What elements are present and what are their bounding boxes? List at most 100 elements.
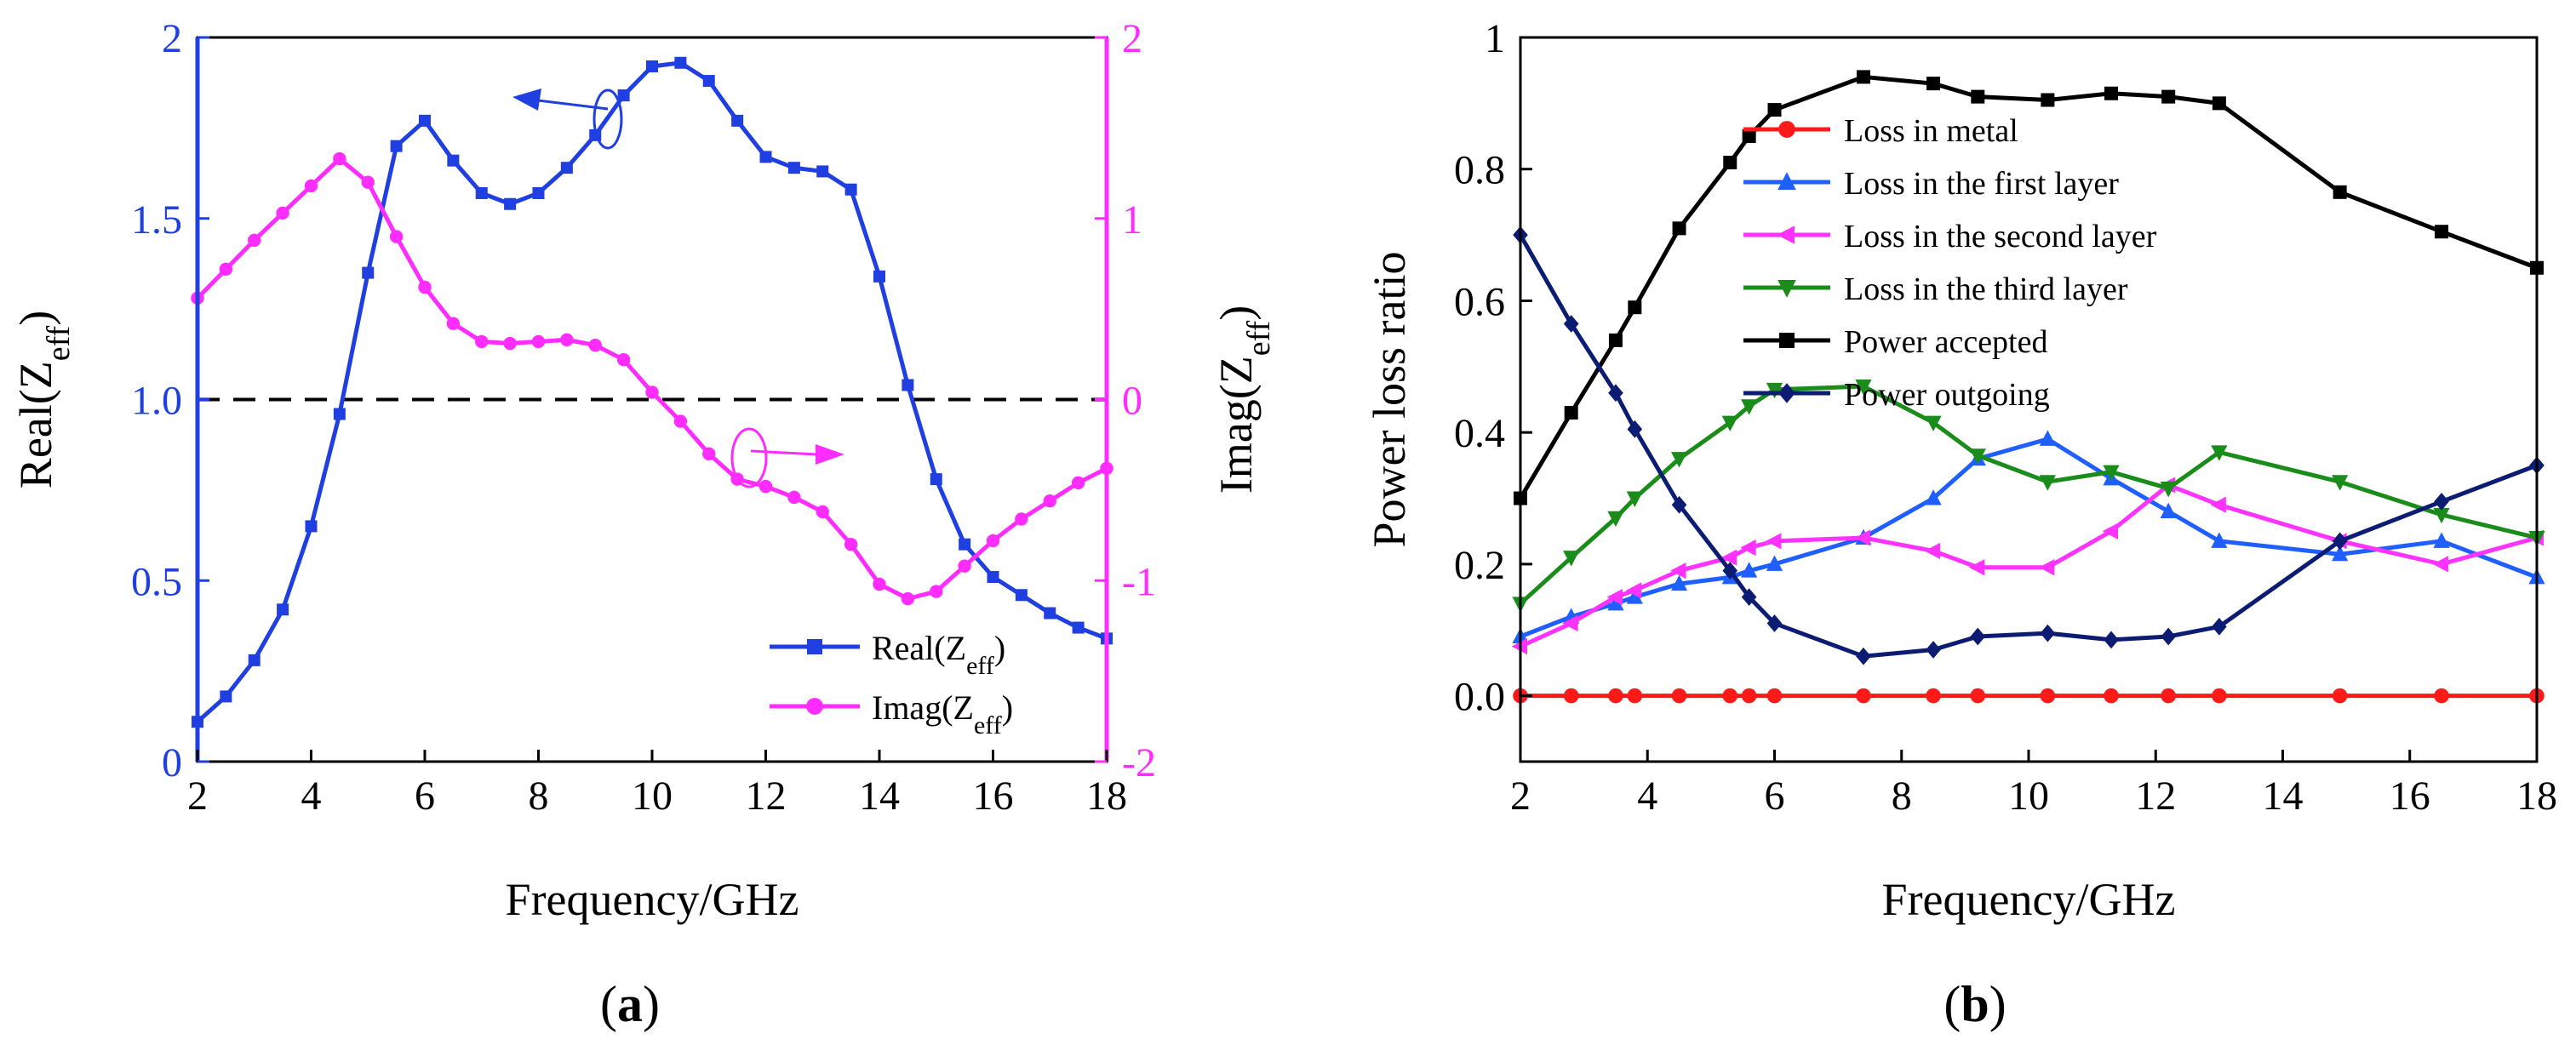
data-point <box>219 262 233 277</box>
legend-label: Imag(Zeff) <box>872 688 1013 739</box>
data-point <box>1970 688 1986 704</box>
data-point <box>1856 70 1870 84</box>
legend-label: Loss in the third layer <box>1844 271 2128 307</box>
data-point <box>276 206 289 220</box>
data-point <box>1926 77 1941 91</box>
data-point <box>1741 399 1758 415</box>
data-point <box>333 151 346 166</box>
data-point <box>1672 221 1686 236</box>
y-tick-label-left: 1.5 <box>131 197 182 243</box>
data-point <box>1671 495 1687 514</box>
data-point <box>702 75 715 88</box>
data-point <box>1970 627 1986 646</box>
y-tick-label: 0.2 <box>1454 543 1505 588</box>
y-axis-label-b: Power loss ratio <box>1364 252 1415 548</box>
data-point <box>1626 491 1643 507</box>
data-point <box>959 538 971 551</box>
x-tick-label: 2 <box>1510 774 1531 819</box>
y-tick-label-right: -1 <box>1122 559 1156 604</box>
legend-label: Loss in the first layer <box>1844 166 2119 202</box>
data-point <box>1722 688 1738 704</box>
data-point <box>902 379 914 391</box>
data-point <box>362 266 375 279</box>
y-axis-label-left-a: Real(Zeff) <box>10 311 77 488</box>
data-point <box>248 654 260 666</box>
data-point <box>1606 588 1623 606</box>
data-point <box>787 490 801 505</box>
legend-swatch-marker <box>1779 333 1795 348</box>
y-tick-label-left: 1.0 <box>131 379 182 424</box>
data-point <box>1563 315 1579 333</box>
data-point <box>220 690 232 703</box>
data-point <box>2104 631 2119 649</box>
data-point <box>1766 614 1783 632</box>
data-point <box>504 197 517 210</box>
data-point <box>844 538 858 551</box>
data-point <box>1766 533 1782 550</box>
data-point <box>1563 688 1579 704</box>
data-point <box>1043 494 1056 508</box>
data-point <box>816 505 829 519</box>
legend-label: Real(Zeff) <box>872 629 1005 680</box>
data-point <box>2212 688 2227 704</box>
chart-panel-b: 2 4 6 8 10 12 14 16 18 0.0 0.2 0.4 0.6 0.8 1 Frequency… <box>1364 16 2557 1032</box>
data-point <box>731 114 744 127</box>
data-point <box>1924 542 1941 560</box>
data-point <box>1741 562 1758 578</box>
x-tick-label: 8 <box>1892 774 1912 819</box>
data-point <box>503 336 517 351</box>
data-point <box>2041 93 2055 107</box>
real-arrow-head <box>512 88 541 111</box>
data-point <box>475 186 488 199</box>
data-point <box>1766 555 1783 571</box>
data-point <box>2104 688 2119 704</box>
x-tick-label: 8 <box>529 774 549 819</box>
data-point <box>2212 96 2226 111</box>
data-point <box>2161 688 2176 704</box>
data-point <box>986 534 1000 548</box>
data-point <box>1926 641 1941 659</box>
x-tick-label: 4 <box>1637 774 1657 819</box>
real-arrow-line <box>537 99 609 111</box>
y-tick-label-right: 0 <box>1122 379 1142 424</box>
data-point <box>2432 556 2449 573</box>
data-point <box>1670 452 1688 468</box>
data-point <box>1628 300 1642 315</box>
imag-arrow-line <box>750 449 818 456</box>
data-point <box>2211 532 2228 548</box>
data-point <box>1607 511 1624 528</box>
y-tick-label: 0.6 <box>1454 279 1505 324</box>
data-point <box>1562 614 1578 632</box>
data-point <box>531 334 546 349</box>
y-tick-label-right: -2 <box>1122 740 1156 785</box>
legend-label: Power outgoing <box>1844 377 2050 413</box>
data-point <box>1968 559 1985 576</box>
legend-swatch-marker <box>1777 172 1796 190</box>
x-tick-label: 14 <box>2263 774 2304 819</box>
legend-swatch-marker <box>1777 226 1795 244</box>
x-tick-label: 16 <box>973 774 1014 819</box>
legend-swatch-marker <box>1778 121 1795 138</box>
x-tick-label: 6 <box>1765 774 1785 819</box>
data-point <box>418 280 432 294</box>
data-point <box>2160 481 2177 498</box>
data-point <box>2039 475 2056 491</box>
data-point <box>304 179 318 193</box>
data-point <box>446 317 461 330</box>
data-point <box>447 154 460 167</box>
data-point <box>1608 688 1623 704</box>
data-point <box>1723 155 1737 169</box>
data-point <box>2332 475 2349 491</box>
data-point <box>2333 185 2347 199</box>
data-point <box>2161 627 2176 646</box>
legend-swatch-marker <box>807 639 822 654</box>
data-point <box>1564 405 1578 420</box>
y-tick-label: 1 <box>1485 16 1505 61</box>
series-line-1 <box>1520 437 2538 639</box>
data-point <box>277 603 289 616</box>
data-point <box>787 162 800 174</box>
data-point <box>2211 445 2228 461</box>
data-point <box>1071 476 1085 490</box>
data-point <box>758 479 773 494</box>
